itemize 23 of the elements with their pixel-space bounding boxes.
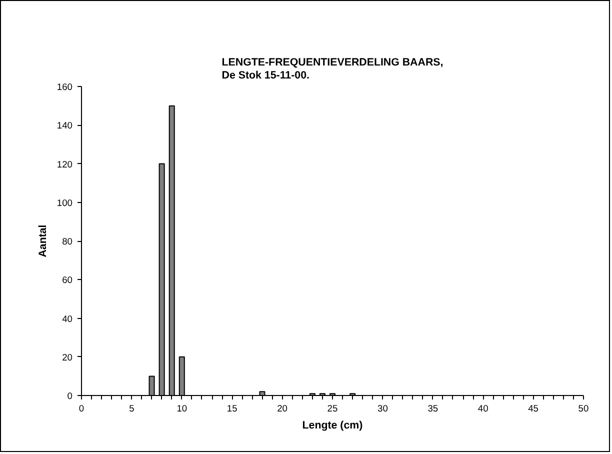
x-tick-label: 35 [428, 404, 438, 414]
y-tick-label: 100 [56, 198, 73, 208]
y-tick-label: 120 [56, 159, 73, 170]
x-tick-label: 20 [277, 404, 288, 414]
x-tick-label: 0 [78, 404, 84, 414]
y-tick-label: 20 [62, 352, 73, 362]
y-tick-label: 60 [62, 275, 73, 286]
y-tick-label: 0 [67, 391, 73, 401]
x-tick-label: 45 [528, 404, 539, 414]
x-tick-label: 5 [129, 404, 134, 414]
x-tick-label: 30 [378, 404, 388, 414]
x-tick-label: 40 [478, 404, 488, 414]
y-tick-label: 140 [56, 120, 73, 131]
x-axis-title: Lengte (cm) [302, 420, 364, 432]
y-axis-title: Aantal [36, 224, 49, 258]
x-tick-label: 50 [578, 404, 589, 414]
x-tick-label: 10 [176, 404, 188, 414]
x-tick-label: 25 [327, 404, 338, 414]
chart-title: LENGTE-FREQUENTIEVERDELING BAARS, De Stok 15-11-00. [222, 56, 444, 82]
y-tick-label: 80 [62, 236, 73, 246]
y-tick-label: 40 [62, 314, 73, 324]
y-tick-label: 160 [56, 82, 73, 92]
x-tick-label: 15 [226, 404, 238, 414]
